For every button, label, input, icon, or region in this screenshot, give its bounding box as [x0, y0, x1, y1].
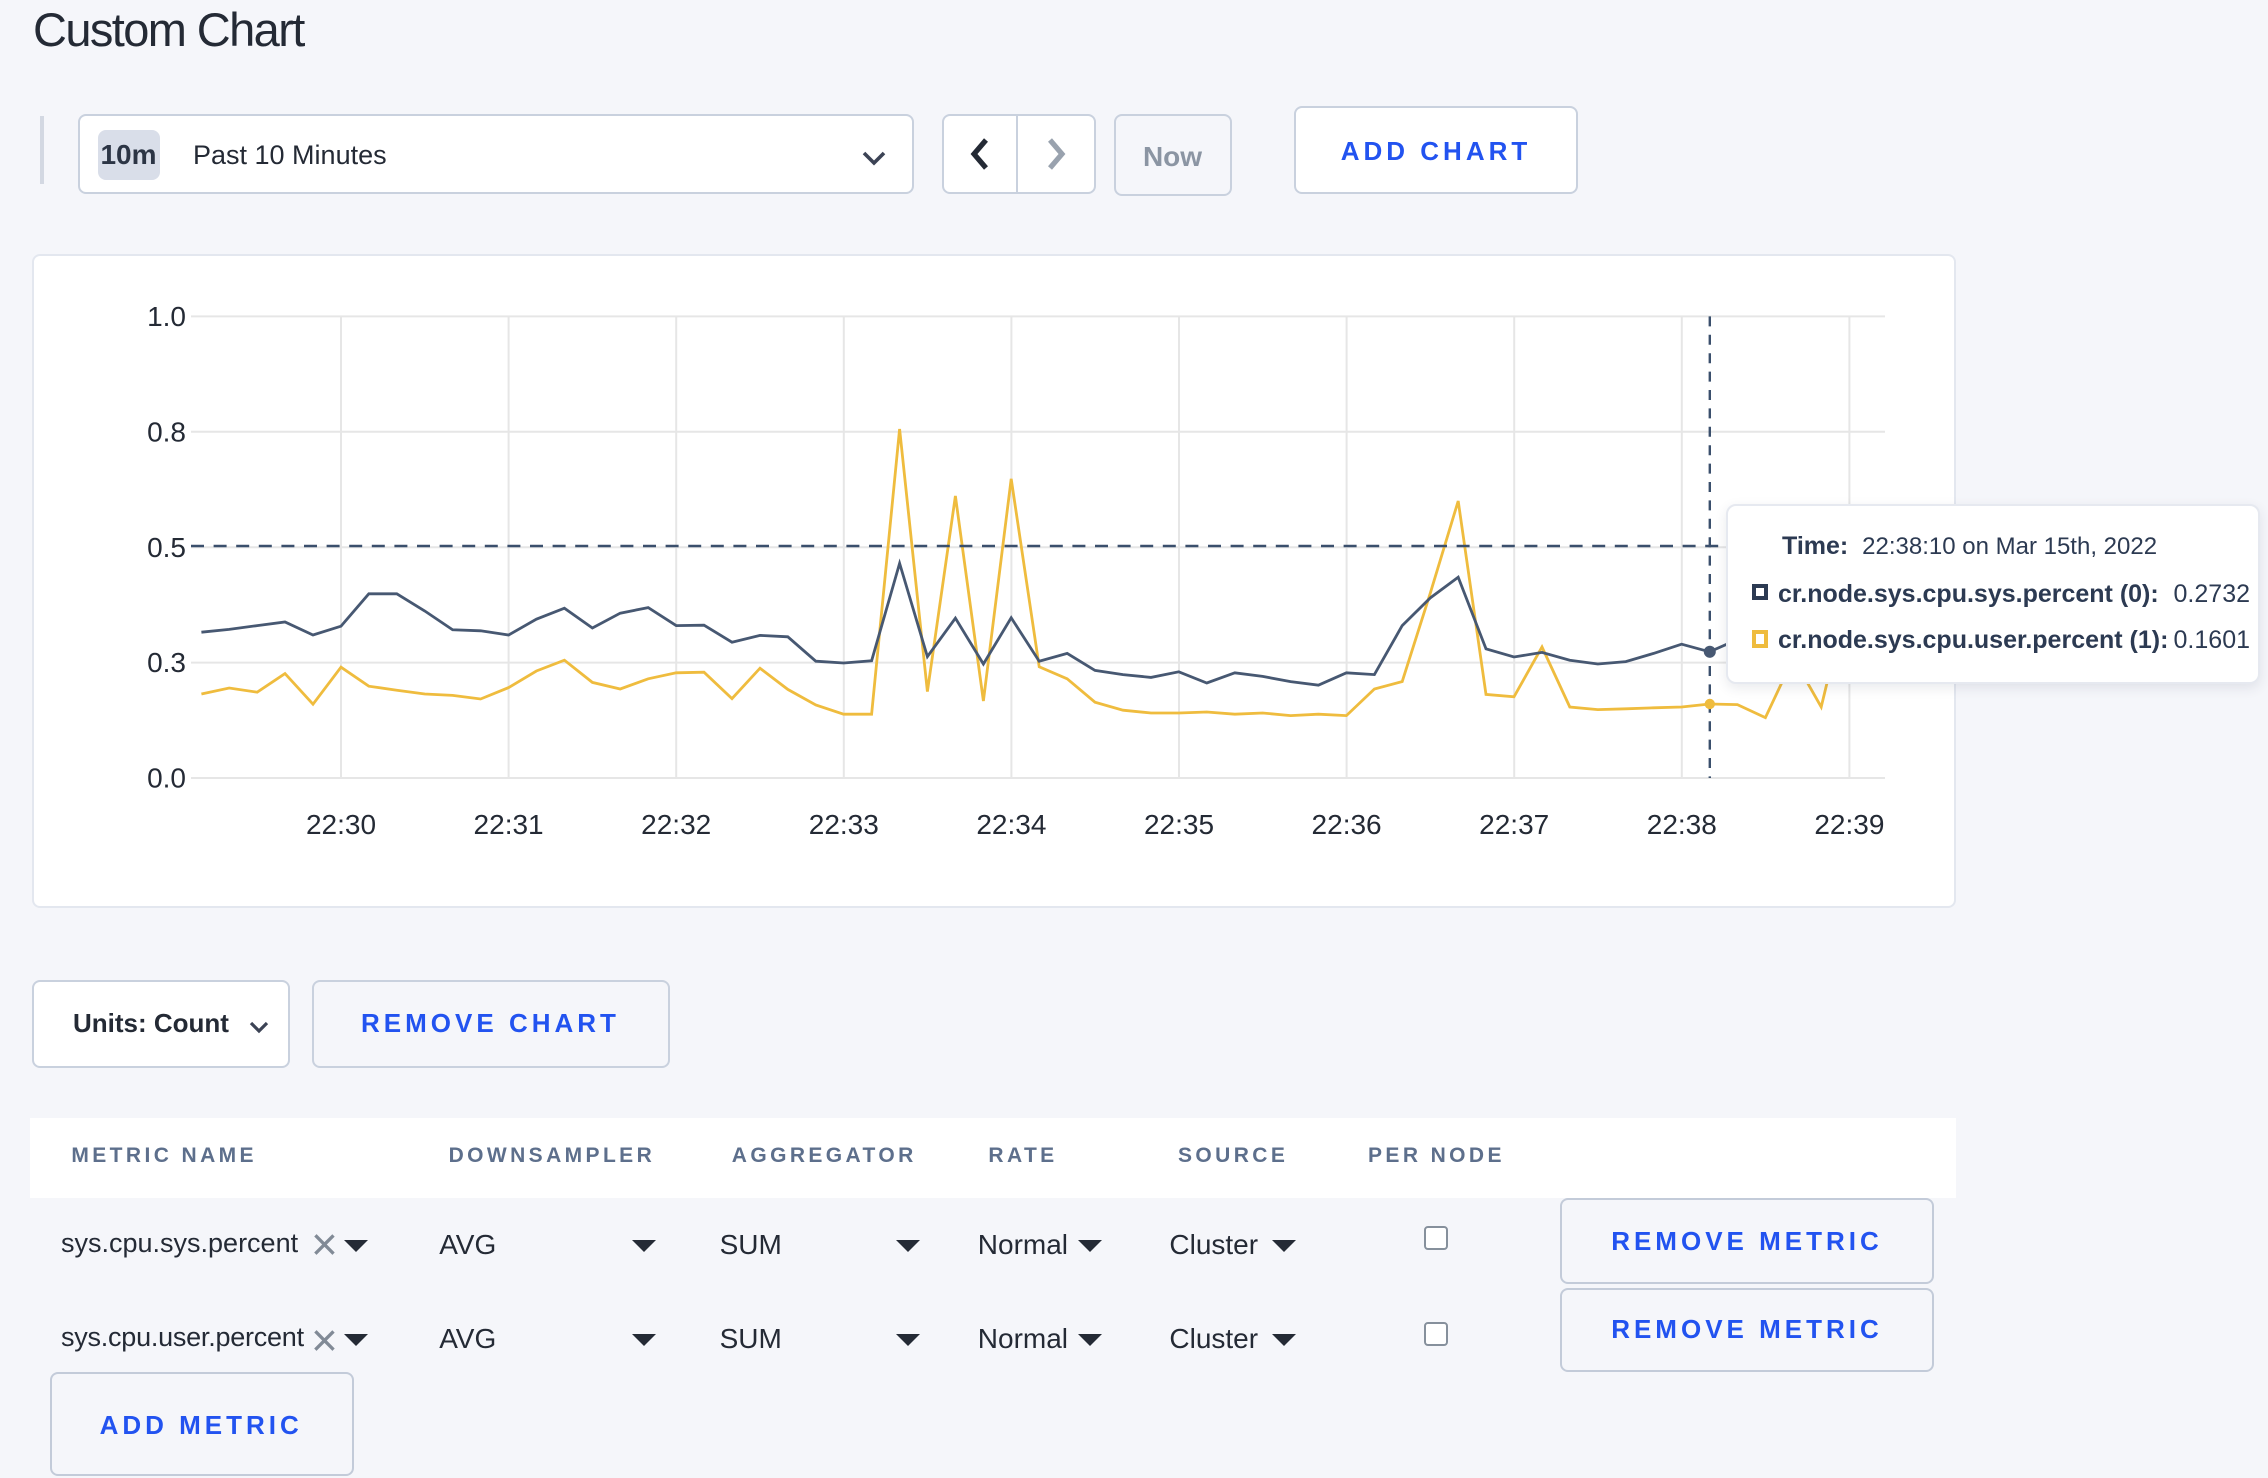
svg-text:22:33: 22:33	[808, 808, 878, 839]
svg-text:22:38: 22:38	[1646, 808, 1716, 839]
svg-text:0.3: 0.3	[146, 646, 185, 677]
svg-text:0.0: 0.0	[146, 762, 185, 793]
svg-text:22:36: 22:36	[1311, 808, 1381, 839]
svg-text:22:30: 22:30	[305, 808, 375, 839]
svg-text:22:31: 22:31	[473, 808, 543, 839]
svg-text:0.5: 0.5	[146, 531, 185, 562]
svg-text:22:34: 22:34	[975, 808, 1045, 839]
svg-text:22:32: 22:32	[640, 808, 710, 839]
svg-text:22:39: 22:39	[1813, 808, 1883, 839]
svg-text:22:35: 22:35	[1143, 808, 1213, 839]
svg-text:0.8: 0.8	[146, 415, 185, 446]
svg-text:1.0: 1.0	[146, 300, 185, 331]
svg-text:22:37: 22:37	[1478, 808, 1548, 839]
